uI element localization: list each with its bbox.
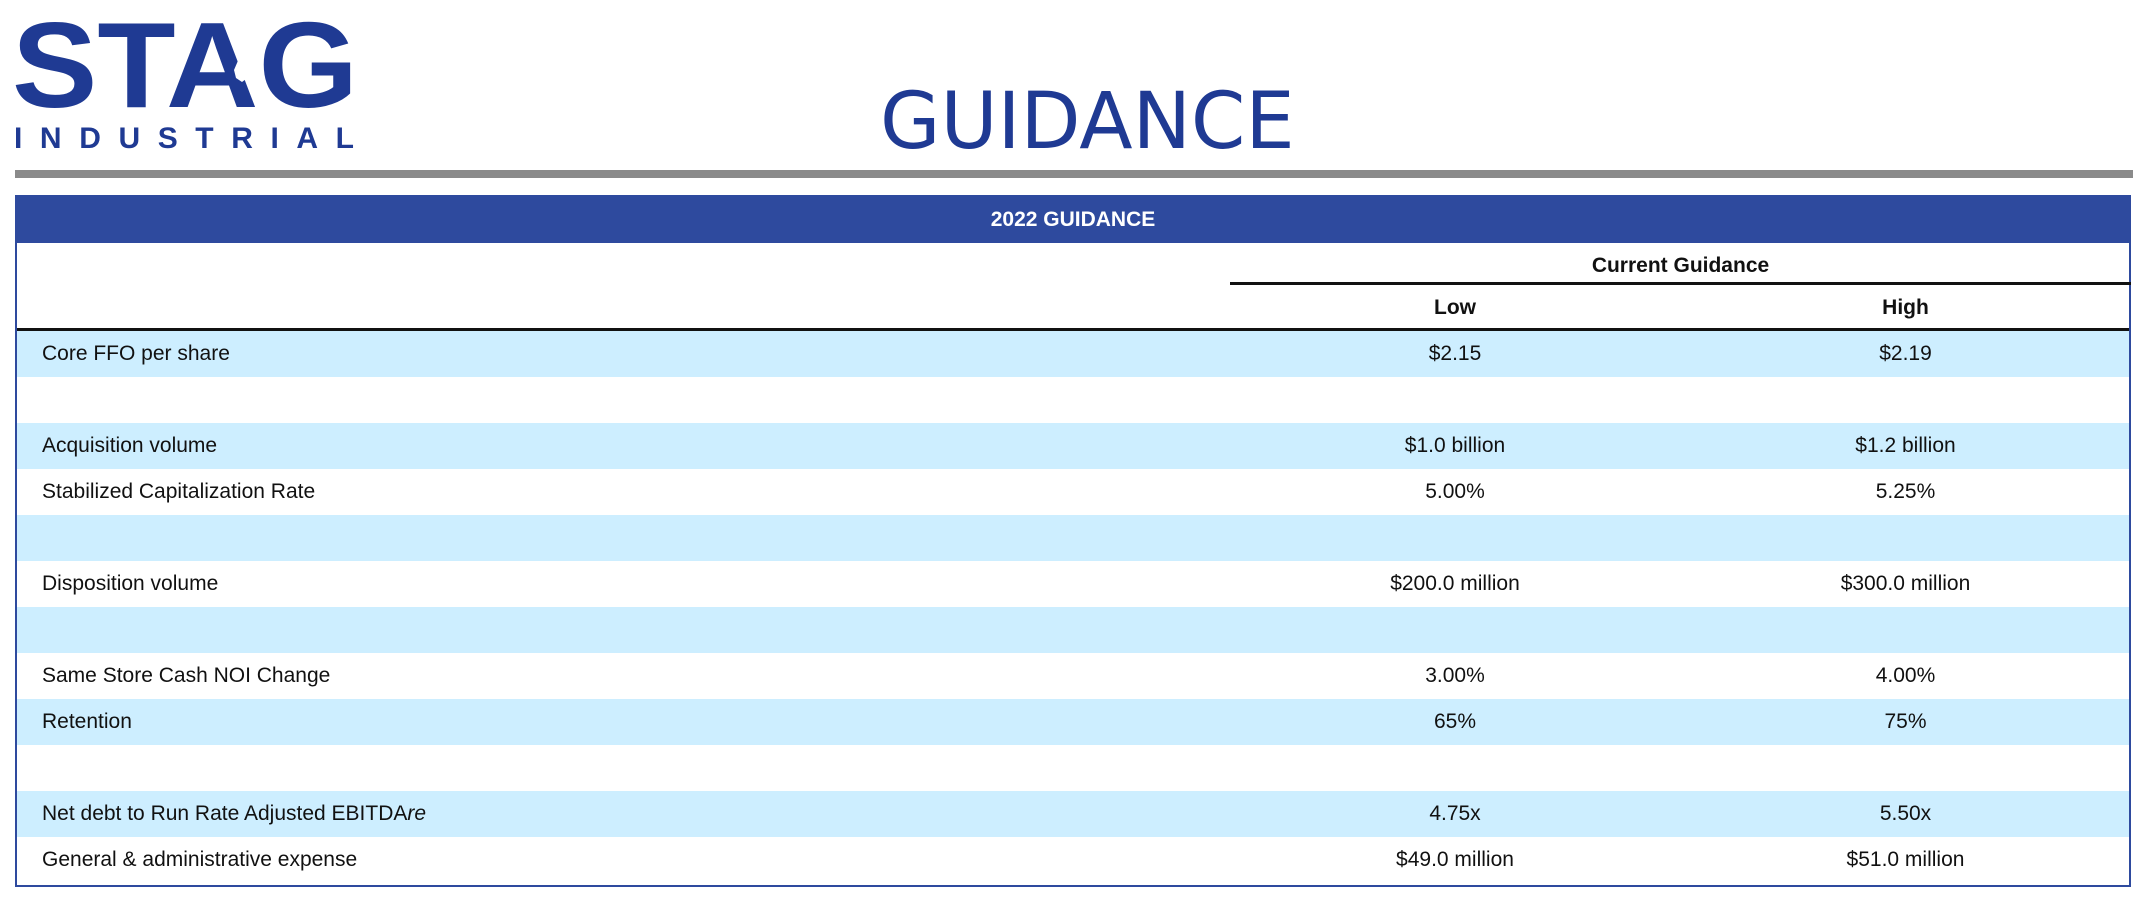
column-header-row: Low High xyxy=(17,285,2129,331)
row-label: Stabilized Capitalization Rate xyxy=(42,480,316,503)
low-value: $200.0 million xyxy=(1390,572,1520,595)
row-label: Core FFO per share xyxy=(42,342,230,365)
table-row: Same Store Cash NOI Change 3.00% 4.00% xyxy=(17,653,2129,699)
current-guidance-header: Current Guidance xyxy=(1230,243,2131,285)
high-value: $300.0 million xyxy=(1840,572,1971,595)
title-divider xyxy=(15,170,2133,178)
table-row: Retention 65% 75% xyxy=(17,699,2129,745)
low-value: $1.0 billion xyxy=(1404,434,1506,457)
table-row xyxy=(17,515,2129,561)
high-value: $1.2 billion xyxy=(1855,434,1956,457)
guidance-table: 2022 GUIDANCE Current Guidance Low High … xyxy=(15,195,2131,887)
table-banner: 2022 GUIDANCE xyxy=(17,197,2129,243)
low-value: 4.75x xyxy=(1429,802,1481,825)
high-value: 75% xyxy=(1884,710,1927,733)
svg-text:STAG: STAG xyxy=(12,12,358,133)
high-value: $2.19 xyxy=(1879,342,1932,365)
table-row: Net debt to Run Rate Adjusted EBITDAre 4… xyxy=(17,791,2129,837)
low-value: 5.00% xyxy=(1425,480,1485,503)
row-label: Same Store Cash NOI Change xyxy=(42,664,331,687)
row-label: Acquisition volume xyxy=(42,434,218,457)
high-value: $51.0 million xyxy=(1846,848,1965,871)
row-label-text: Net debt to Run Rate Adjusted EBITDA xyxy=(42,802,408,825)
row-label: Net debt to Run Rate Adjusted EBITDAre xyxy=(42,791,426,837)
table-row: General & administrative expense $49.0 m… xyxy=(17,837,2129,883)
table-row xyxy=(17,607,2129,653)
stag-head-icon xyxy=(234,50,262,82)
high-value: 5.50x xyxy=(1879,802,1932,825)
table-row xyxy=(17,377,2129,423)
low-value: 3.00% xyxy=(1425,664,1485,687)
high-value: 4.00% xyxy=(1875,664,1936,687)
table-row: Stabilized Capitalization Rate 5.00% 5.2… xyxy=(17,469,2129,515)
row-label: Disposition volume xyxy=(42,572,219,595)
table-row: Disposition volume $200.0 million $300.0… xyxy=(17,561,2129,607)
stag-industrial-logo: STAG INDUSTRIAL xyxy=(12,12,358,152)
low-column-header: Low xyxy=(1434,296,1476,319)
table-row: Acquisition volume $1.0 billion $1.2 bil… xyxy=(17,423,2129,469)
row-label: General & administrative expense xyxy=(42,848,358,871)
table-row: Core FFO per share $2.15 $2.19 xyxy=(17,331,2129,377)
table-row xyxy=(17,745,2129,791)
low-value: $49.0 million xyxy=(1396,848,1514,871)
row-label: Retention xyxy=(42,710,132,733)
high-value: 5.25% xyxy=(1875,480,1936,503)
row-label-suffix: re xyxy=(407,802,427,825)
high-column-header: High xyxy=(1882,296,1929,319)
page-title: GUIDANCE xyxy=(880,77,1295,167)
low-value: $2.15 xyxy=(1428,342,1482,365)
low-value: 65% xyxy=(1433,710,1477,733)
table-body: Core FFO per share $2.15 $2.19 Acquisiti… xyxy=(17,331,2129,883)
